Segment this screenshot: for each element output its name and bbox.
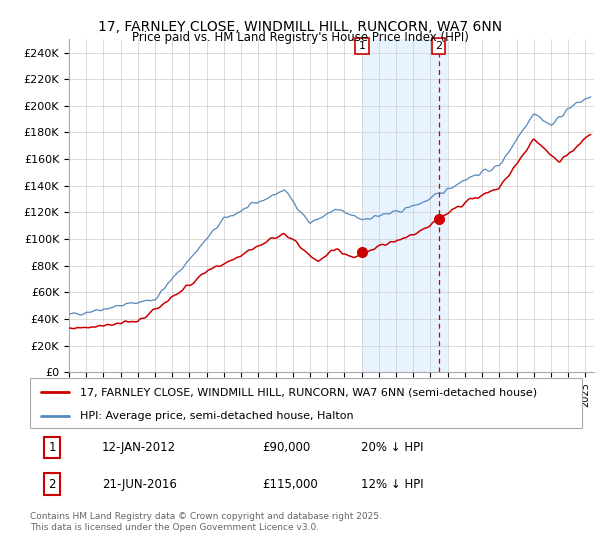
Text: 20% ↓ HPI: 20% ↓ HPI	[361, 441, 424, 454]
Text: Contains HM Land Registry data © Crown copyright and database right 2025.
This d: Contains HM Land Registry data © Crown c…	[30, 512, 382, 532]
Text: 12-JAN-2012: 12-JAN-2012	[102, 441, 176, 454]
Text: HPI: Average price, semi-detached house, Halton: HPI: Average price, semi-detached house,…	[80, 411, 353, 421]
Text: 17, FARNLEY CLOSE, WINDMILL HILL, RUNCORN, WA7 6NN (semi-detached house): 17, FARNLEY CLOSE, WINDMILL HILL, RUNCOR…	[80, 387, 537, 397]
FancyBboxPatch shape	[30, 378, 582, 428]
Text: 1: 1	[359, 41, 365, 51]
Text: 21-JUN-2016: 21-JUN-2016	[102, 478, 176, 491]
Text: 2: 2	[435, 41, 442, 51]
Text: 2: 2	[49, 478, 56, 491]
Text: 1: 1	[49, 441, 56, 454]
Text: Price paid vs. HM Land Registry's House Price Index (HPI): Price paid vs. HM Land Registry's House …	[131, 31, 469, 44]
Text: 12% ↓ HPI: 12% ↓ HPI	[361, 478, 424, 491]
Text: £90,000: £90,000	[262, 441, 310, 454]
Bar	[362, 39, 448, 372]
Text: £115,000: £115,000	[262, 478, 317, 491]
Text: 17, FARNLEY CLOSE, WINDMILL HILL, RUNCORN, WA7 6NN: 17, FARNLEY CLOSE, WINDMILL HILL, RUNCOR…	[98, 20, 502, 34]
